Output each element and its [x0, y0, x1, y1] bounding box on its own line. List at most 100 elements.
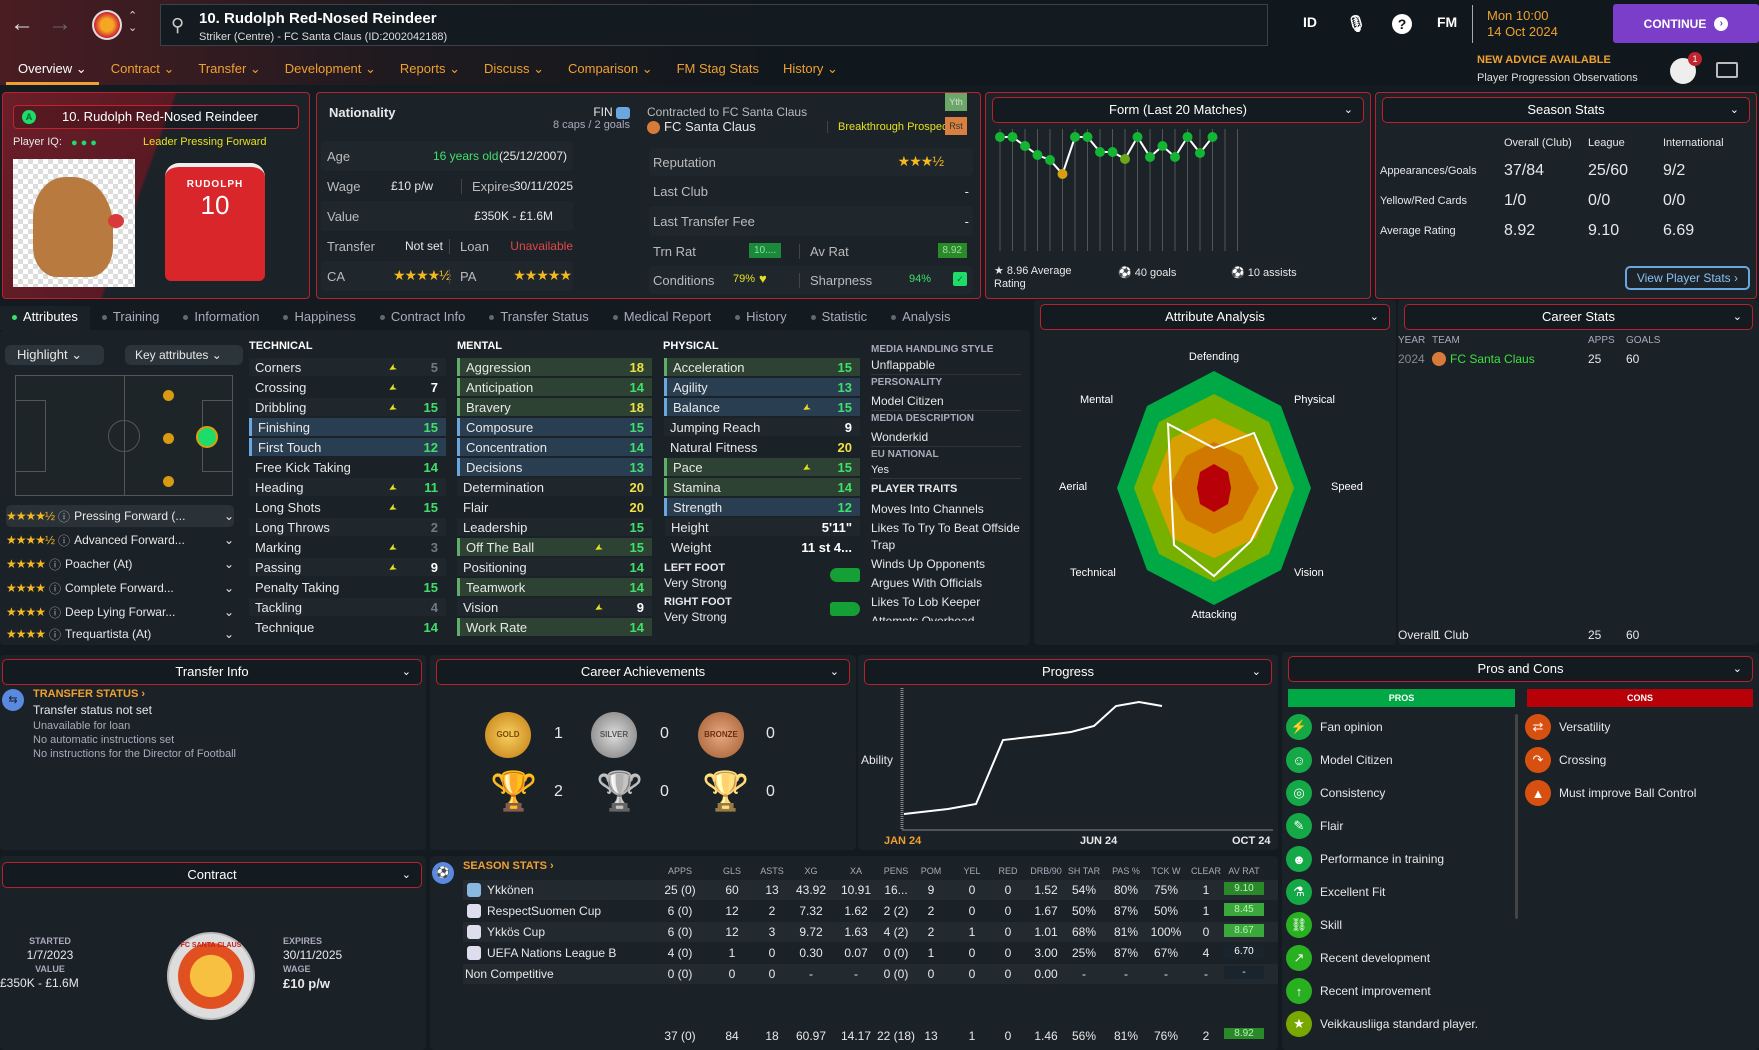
- attribute-row[interactable]: Corners ➤ 5: [249, 358, 446, 376]
- id-icon[interactable]: ID: [1303, 14, 1317, 30]
- attribute-row[interactable]: Finishing 15: [249, 418, 446, 436]
- advice-text[interactable]: Player Progression Observations: [1477, 72, 1638, 84]
- menu-discuss[interactable]: Discuss ⌄: [483, 61, 544, 76]
- advice-title[interactable]: NEW ADVICE AVAILABLE: [1477, 54, 1611, 66]
- attribute-row[interactable]: Teamwork 14: [457, 578, 652, 596]
- form-header[interactable]: Form (Last 20 Matches) ⌄: [992, 97, 1364, 123]
- attribute-row[interactable]: Concentration 14: [457, 438, 652, 456]
- subtab-contract-info[interactable]: Contract Info: [368, 306, 477, 330]
- transfer-info-header[interactable]: Transfer Info ⌄: [2, 659, 422, 685]
- forward-arrow-icon[interactable]: →: [48, 10, 72, 37]
- subtab-analysis[interactable]: Analysis: [879, 306, 962, 330]
- attribute-row[interactable]: Anticipation 14: [457, 378, 652, 396]
- menu-comparison[interactable]: Comparison ⌄: [568, 61, 653, 76]
- competition-row[interactable]: Ykkös Cup 6 (0) 12 3 9.72 1.63 4 (2) 2 1 0 1.01 68%…: [463, 922, 1278, 942]
- con-item: ⇄ Versatility: [1525, 714, 1610, 740]
- attribute-row[interactable]: Composure 15: [457, 418, 652, 436]
- attribute-row[interactable]: Work Rate 14: [457, 618, 652, 636]
- role-row[interactable]: ★★★★½ ⓘ Advanced Forward... ⌄: [6, 533, 234, 548]
- attribute-row[interactable]: Aggression 18: [457, 358, 652, 376]
- attribute-row[interactable]: Heading ➤ 11: [249, 478, 446, 496]
- career-stats-header[interactable]: Career Stats ⌄: [1404, 304, 1753, 330]
- attribute-row[interactable]: Dribbling ➤ 15: [249, 398, 446, 416]
- attribute-row[interactable]: Marking ➤ 3: [249, 538, 446, 556]
- subtab-happiness[interactable]: Happiness: [271, 306, 367, 330]
- attribute-row[interactable]: Stamina 14: [664, 478, 860, 496]
- key-attributes-dropdown[interactable]: Key attributes ⌄: [125, 345, 243, 365]
- attribute-analysis-header[interactable]: Attribute Analysis ⌄: [1040, 304, 1390, 330]
- highlight-dropdown[interactable]: Highlight ⌄: [5, 345, 104, 365]
- subtab-information[interactable]: Information: [171, 306, 271, 330]
- continue-button[interactable]: CONTINUE ›: [1613, 4, 1759, 43]
- attribute-row[interactable]: Long Throws 2: [249, 518, 446, 536]
- attribute-row[interactable]: Pace ➤ 15: [664, 458, 860, 476]
- view-player-stats-button[interactable]: View Player Stats ›: [1624, 266, 1750, 290]
- help-icon[interactable]: ?: [1392, 14, 1412, 34]
- menu-overview[interactable]: Overview ⌄: [6, 55, 99, 85]
- attribute-row[interactable]: Balance ➤ 15: [664, 398, 860, 416]
- competition-row[interactable]: Ykkönen 25 (0) 60 13 43.92 10.91 16... 9 0 0 1.52 5…: [463, 880, 1278, 900]
- attribute-row[interactable]: Vision ➤ 9: [457, 598, 652, 616]
- attribute-row[interactable]: Acceleration 15: [664, 358, 860, 376]
- attribute-row[interactable]: Tackling 4: [249, 598, 446, 616]
- attribute-row[interactable]: Bravery 18: [457, 398, 652, 416]
- career-stats-row[interactable]: 2024 FC Santa Claus 25 60: [1398, 352, 1640, 366]
- subtab-statistic[interactable]: Statistic: [799, 306, 880, 330]
- attribute-row[interactable]: Decisions 13: [457, 458, 652, 476]
- role-row[interactable]: ★★★★ ⓘ Poacher (At) ⌄: [6, 557, 234, 572]
- attribute-row[interactable]: First Touch 12: [249, 438, 446, 456]
- menu-transfer[interactable]: Transfer ⌄: [198, 61, 261, 76]
- attribute-row[interactable]: Natural Fitness 20: [664, 438, 860, 456]
- menu-fm-stag-stats[interactable]: FM Stag Stats: [676, 61, 759, 76]
- form-panel: Form (Last 20 Matches) ⌄ ★ 8.96 Average R…: [985, 92, 1371, 299]
- role-row[interactable]: ★★★★ ⓘ Deep Lying Forwar... ⌄: [6, 605, 234, 620]
- attribute-row[interactable]: Crossing ➤ 7: [249, 378, 446, 396]
- back-arrow-icon[interactable]: ←: [10, 10, 34, 37]
- season-stats-header[interactable]: Season Stats ⌄: [1382, 97, 1750, 123]
- chevron-down-icon: ⌄: [401, 869, 411, 881]
- attribute-row[interactable]: Technique 14: [249, 618, 446, 636]
- subtab-transfer-status[interactable]: Transfer Status: [477, 306, 600, 330]
- transfer-status-link[interactable]: TRANSFER STATUS ›: [33, 688, 146, 700]
- attribute-row[interactable]: Penalty Taking 15: [249, 578, 446, 596]
- club-link[interactable]: FC Santa Claus: [647, 119, 756, 135]
- role-row[interactable]: ★★★★½ ⓘ Pressing Forward (... ⌄: [6, 505, 234, 527]
- attribute-row[interactable]: Off The Ball ➤ 15: [457, 538, 652, 556]
- attribute-row[interactable]: Agility 13: [664, 378, 860, 396]
- attribute-row[interactable]: Positioning 14: [457, 558, 652, 576]
- menu-reports[interactable]: Reports ⌄: [399, 61, 460, 76]
- competition-row[interactable]: Non Competitive 0 (0) 0 0- -0 (0) 0 0 0 0.00- - - -…: [463, 964, 1278, 984]
- attribute-row[interactable]: Strength 12: [664, 498, 860, 516]
- progress-header[interactable]: Progress ⌄: [864, 659, 1272, 685]
- menu-contract[interactable]: Contract ⌄: [110, 61, 175, 76]
- competition-row[interactable]: RespectSuomen Cup 6 (0) 12 2 7.32 1.62 2 (2) 2 0…: [463, 901, 1278, 921]
- attribute-row[interactable]: Long Shots ➤ 15: [249, 498, 446, 516]
- attribute-row[interactable]: Jumping Reach 9: [664, 418, 860, 436]
- menu-development[interactable]: Development ⌄: [284, 61, 376, 76]
- fm-icon[interactable]: FM: [1437, 14, 1458, 30]
- attribute-row[interactable]: Determination 20: [457, 478, 652, 496]
- attribute-row[interactable]: Leadership 15: [457, 518, 652, 536]
- role-row[interactable]: ★★★★ ⓘ Complete Forward... ⌄: [6, 581, 234, 596]
- subtab-medical-report[interactable]: Medical Report: [601, 306, 723, 330]
- attribute-row[interactable]: Free Kick Taking 14: [249, 458, 446, 476]
- club-badge-icon[interactable]: [92, 10, 122, 40]
- attribute-row[interactable]: Passing ➤ 9: [249, 558, 446, 576]
- player-search-box[interactable]: ⚲ 10. Rudolph Red-Nosed Reindeer Striker…: [160, 4, 1268, 46]
- microphone-icon[interactable]: 🎙: [1346, 16, 1367, 33]
- season-stats-link[interactable]: SEASON STATS ›: [463, 860, 554, 872]
- attribute-row[interactable]: Flair 20: [457, 498, 652, 516]
- pros-scrollbar[interactable]: [1515, 714, 1518, 919]
- subtab-attributes[interactable]: Attributes: [0, 306, 90, 330]
- pros-cons-header[interactable]: Pros and Cons ⌄: [1288, 656, 1753, 682]
- contract-header[interactable]: Contract ⌄: [2, 862, 422, 888]
- monitor-icon[interactable]: [1716, 62, 1738, 78]
- up-down-icon[interactable]: ⌃ ⌄: [128, 10, 138, 34]
- attribute-name: Work Rate: [466, 619, 528, 635]
- career-achievements-header[interactable]: Career Achievements ⌄: [436, 659, 850, 685]
- subtab-training[interactable]: Training: [90, 306, 171, 330]
- subtab-history[interactable]: History: [723, 306, 798, 330]
- role-row[interactable]: ★★★★ ⓘ Trequartista (At) ⌄: [6, 627, 234, 642]
- menu-history[interactable]: History ⌄: [782, 61, 838, 76]
